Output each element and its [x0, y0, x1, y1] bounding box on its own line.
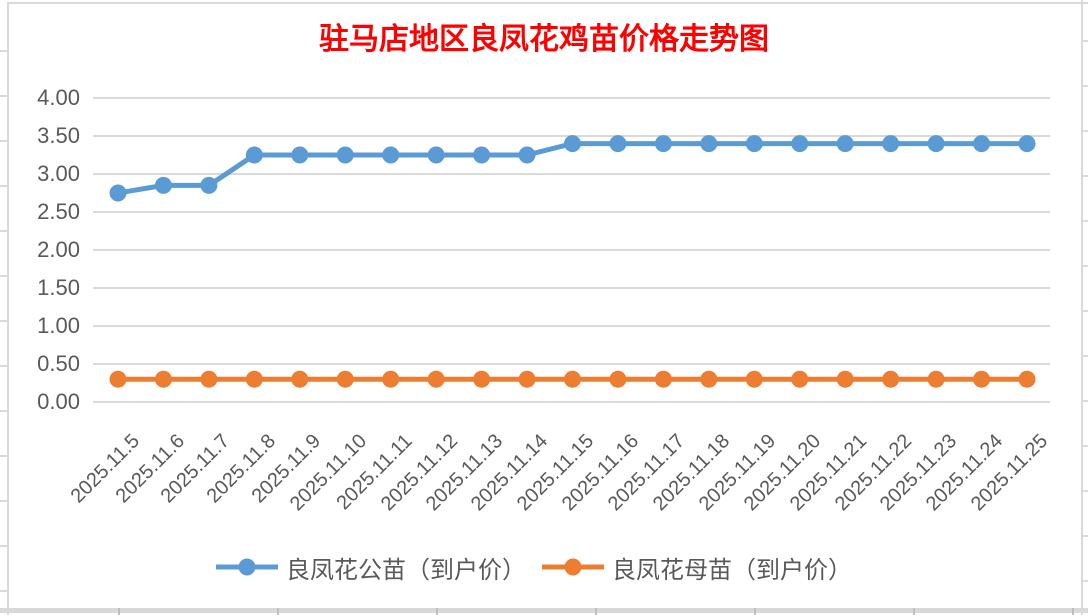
sheet-row-tick — [1083, 175, 1088, 177]
series-marker — [609, 370, 627, 388]
sheet-row-tick — [0, 50, 7, 52]
y-axis-label: 3.00 — [37, 161, 80, 186]
series-marker — [382, 370, 400, 388]
series-marker — [154, 176, 172, 194]
sheet-bottom-band — [0, 608, 1088, 613]
y-axis-label: 4.00 — [37, 85, 80, 110]
sheet-row-tick — [1083, 535, 1088, 537]
series-marker — [973, 370, 991, 388]
legend-label: 良凤花公苗（到户价） — [286, 556, 526, 584]
series-marker — [700, 370, 718, 388]
series-marker — [564, 370, 581, 388]
series-marker — [973, 135, 991, 153]
series-marker — [200, 370, 218, 388]
sheet-row-tick — [0, 500, 7, 502]
sheet-row-tick — [1083, 400, 1088, 402]
series-marker — [518, 146, 536, 164]
y-axis-label: 1.00 — [37, 313, 80, 338]
series-marker — [1018, 370, 1036, 388]
sheet-row-tick — [0, 95, 7, 97]
sheet-row-tick — [1083, 220, 1088, 222]
sheet-column-tick — [1072, 608, 1074, 615]
series-marker — [473, 146, 491, 164]
series-marker — [427, 370, 445, 388]
series-marker — [291, 146, 309, 164]
series-marker — [154, 370, 172, 388]
sheet-row-tick — [1083, 40, 1088, 42]
legend-label: 良凤花母苗（到户价） — [612, 556, 852, 584]
sheet-right-border — [1081, 0, 1083, 615]
series-marker — [654, 135, 672, 153]
sheet-row-tick — [1083, 445, 1088, 447]
series-marker — [745, 370, 763, 388]
series-marker — [882, 135, 900, 153]
series-marker — [609, 135, 627, 153]
series-marker — [791, 135, 809, 153]
sheet-column-tick — [436, 608, 438, 615]
sheet-column-tick — [277, 608, 279, 615]
sheet-row-tick — [1083, 490, 1088, 492]
series-marker — [291, 370, 309, 388]
sheet-row-tick — [0, 590, 7, 592]
sheet-row-tick — [0, 365, 7, 367]
sheet-row-tick — [0, 455, 7, 457]
sheet-row-tick — [1083, 580, 1088, 582]
sheet-row-tick — [0, 230, 7, 232]
sheet-row-tick — [1083, 310, 1088, 312]
series-marker — [245, 146, 263, 164]
y-axis-label: 3.50 — [37, 123, 80, 148]
series-marker — [927, 370, 945, 388]
sheet-row-tick — [0, 275, 7, 277]
series-marker — [1018, 135, 1036, 153]
series-marker — [654, 370, 672, 388]
sheet-top-border — [7, 2, 1088, 4]
y-axis-label: 2.00 — [37, 237, 80, 262]
series-marker — [882, 370, 900, 388]
chart-legend: 良凤花公苗（到户价） 良凤花母苗（到户价） — [0, 550, 1068, 584]
series-marker — [836, 135, 854, 153]
series-marker — [109, 370, 127, 388]
chart-title: 驻马店地区良凤花鸡苗价格走势图 — [319, 23, 769, 56]
sheet-row-tick — [1083, 85, 1088, 87]
legend-item-1: 良凤花母苗（到户价） — [542, 550, 852, 585]
series-marker — [791, 370, 809, 388]
series-marker — [245, 370, 263, 388]
sheet-left-border — [7, 2, 9, 615]
series-marker — [473, 370, 491, 388]
y-axis-label: 1.50 — [37, 275, 80, 300]
legend-item-0: 良凤花公苗（到户价） — [216, 550, 526, 585]
series-marker — [745, 135, 763, 153]
y-axis-label: 2.50 — [37, 199, 80, 224]
sheet-row-tick — [0, 185, 7, 187]
sheet-row-tick — [1083, 355, 1088, 357]
series-marker — [564, 135, 581, 153]
y-axis-label: 0.00 — [37, 389, 80, 414]
sheet-row-tick — [0, 410, 7, 412]
series-marker — [927, 135, 945, 153]
sheet-column-tick — [118, 608, 120, 615]
sheet-row-tick — [0, 545, 7, 547]
series-marker — [382, 146, 400, 164]
sheet-column-tick — [754, 608, 756, 615]
series-marker — [200, 176, 218, 194]
series-marker — [836, 370, 854, 388]
sheet-column-tick — [913, 608, 915, 615]
y-axis-label: 0.50 — [37, 351, 80, 376]
series-marker — [109, 184, 127, 202]
legend-line-marker-icon — [216, 558, 278, 576]
series-marker — [700, 135, 718, 153]
sheet-column-tick — [595, 608, 597, 615]
series-marker — [518, 370, 536, 388]
series-marker — [336, 370, 354, 388]
sheet-row-tick — [0, 140, 7, 142]
sheet-row-tick — [1083, 130, 1088, 132]
sheet-row-tick — [0, 320, 7, 322]
series-marker — [336, 146, 354, 164]
legend-line-marker-icon — [542, 558, 604, 576]
sheet-row-tick — [1083, 265, 1088, 267]
series-marker — [427, 146, 445, 164]
